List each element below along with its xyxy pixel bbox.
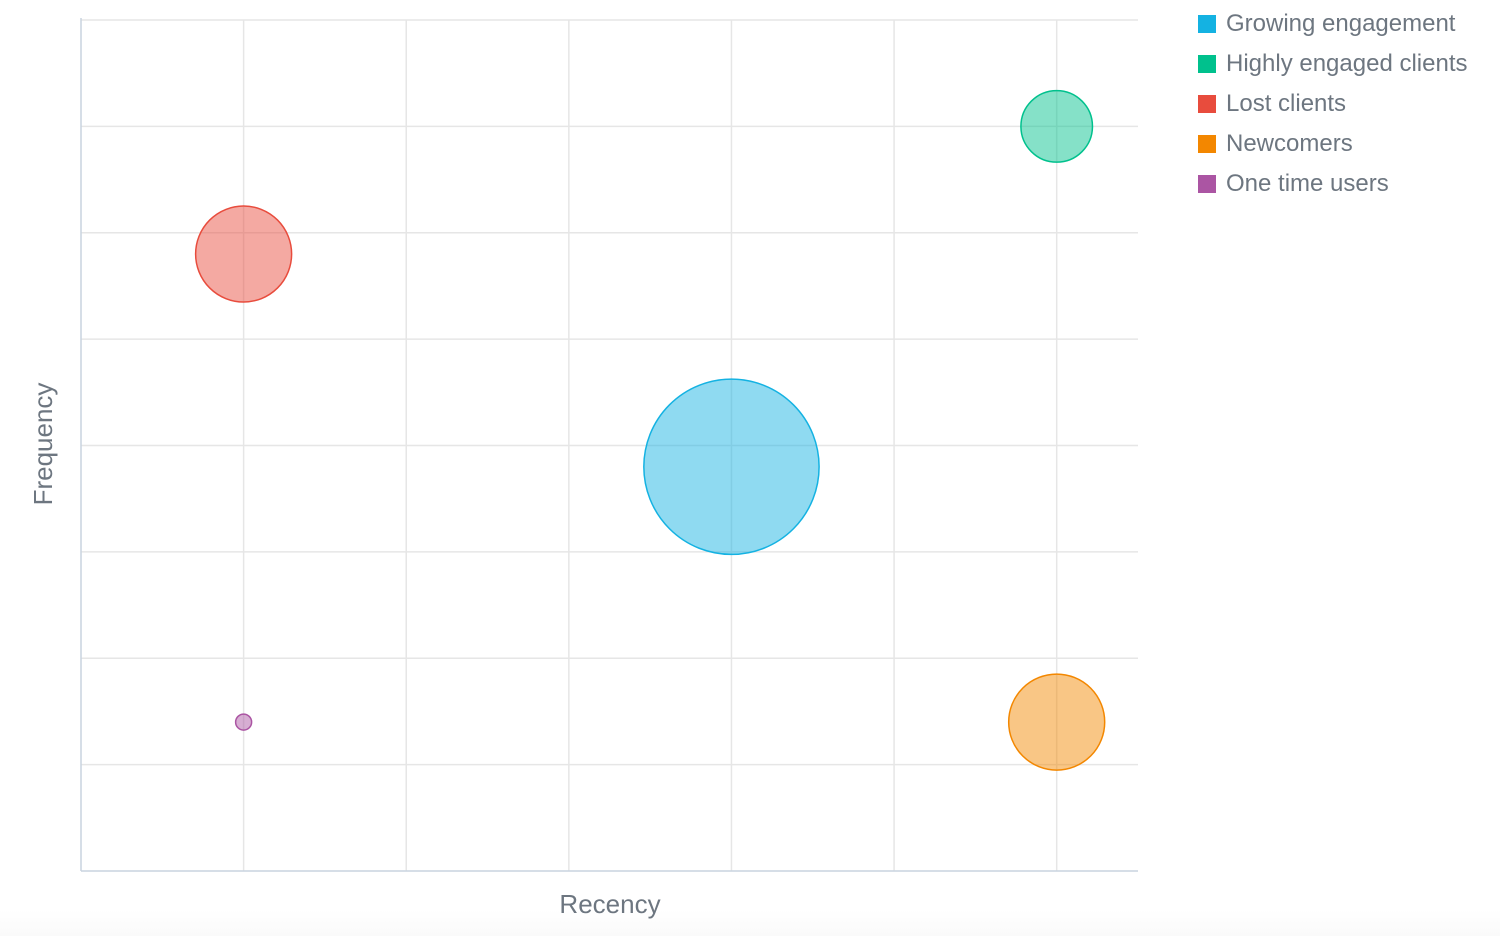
legend-swatch <box>1198 135 1216 153</box>
legend-swatch <box>1198 175 1216 193</box>
legend-label: Newcomers <box>1226 130 1353 157</box>
bubble-lost-clients <box>194 205 293 303</box>
legend-swatch <box>1198 15 1216 33</box>
legend-item-newcomers[interactable]: Newcomers <box>1198 124 1498 164</box>
bubble-newcomers <box>1007 673 1106 771</box>
y-axis-title: Frequency <box>28 383 58 506</box>
bubble-one-time-users <box>234 713 253 731</box>
bubbles <box>194 89 1106 771</box>
legend-label: Highly engaged clients <box>1226 50 1468 77</box>
gridlines <box>81 19 1138 871</box>
legend-item-growing-engagement[interactable]: Growing engagement <box>1198 4 1498 44</box>
axes <box>80 18 1138 872</box>
x-axis-title: Recency <box>559 889 660 919</box>
legend-item-highly-engaged-clients[interactable]: Highly engaged clients <box>1198 44 1498 84</box>
legend-item-one-time-users[interactable]: One time users <box>1198 164 1498 204</box>
legend-label: Lost clients <box>1226 90 1347 117</box>
legend-item-lost-clients[interactable]: Lost clients <box>1198 84 1498 124</box>
legend-label: Growing engagement <box>1226 10 1456 37</box>
legend-swatch <box>1198 95 1216 113</box>
bubble-growing-engagement <box>643 378 820 556</box>
bubble-highly-engaged-clients <box>1020 89 1094 163</box>
legend-label: One time users <box>1226 170 1389 197</box>
legend-swatch <box>1198 55 1216 73</box>
legend: Growing engagement Highly engaged client… <box>1198 4 1498 204</box>
